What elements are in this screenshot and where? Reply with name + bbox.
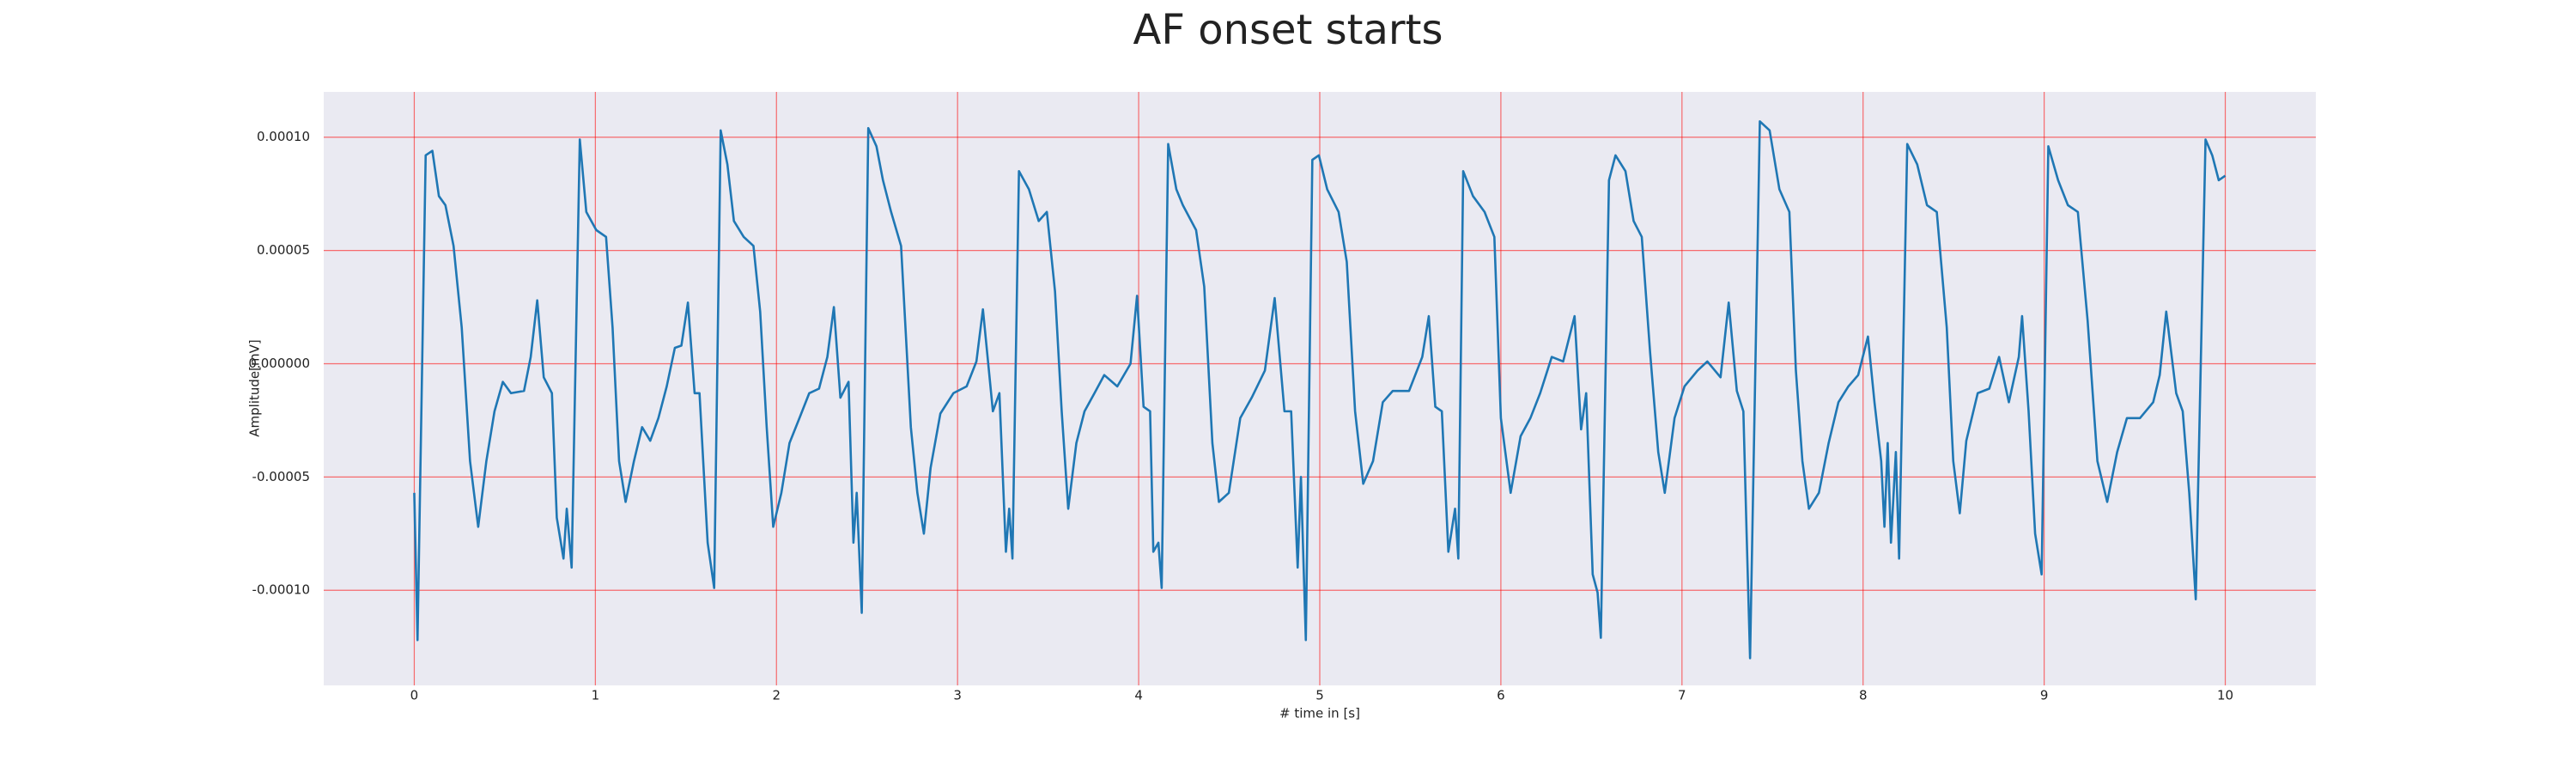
y-tick-label: 0.000000 xyxy=(248,356,310,371)
y-tick-label: 0.00010 xyxy=(257,129,310,144)
x-tick-label: 10 xyxy=(2217,688,2233,703)
x-axis-label: # time in [s] xyxy=(1279,706,1360,721)
y-tick-label: 0.00005 xyxy=(257,242,310,258)
signal-line xyxy=(413,119,2227,660)
y-axis-label: Amplitude[mV] xyxy=(247,339,263,436)
x-tick-label: 9 xyxy=(2040,688,2049,703)
x-tick-label: 2 xyxy=(772,688,781,703)
x-tick-label: 6 xyxy=(1497,688,1505,703)
x-tick-label: 7 xyxy=(1678,688,1686,703)
x-tick-label: 8 xyxy=(1859,688,1868,703)
x-tick-label: 3 xyxy=(953,688,962,703)
x-tick-label: 1 xyxy=(592,688,600,703)
x-tick-label: 4 xyxy=(1134,688,1143,703)
chart-title: AF onset starts xyxy=(1133,6,1443,54)
y-tick-label: -0.00010 xyxy=(252,582,310,598)
y-tick-label: -0.00005 xyxy=(252,469,310,484)
x-tick-label: 0 xyxy=(410,688,419,703)
x-tick-label: 5 xyxy=(1315,688,1324,703)
